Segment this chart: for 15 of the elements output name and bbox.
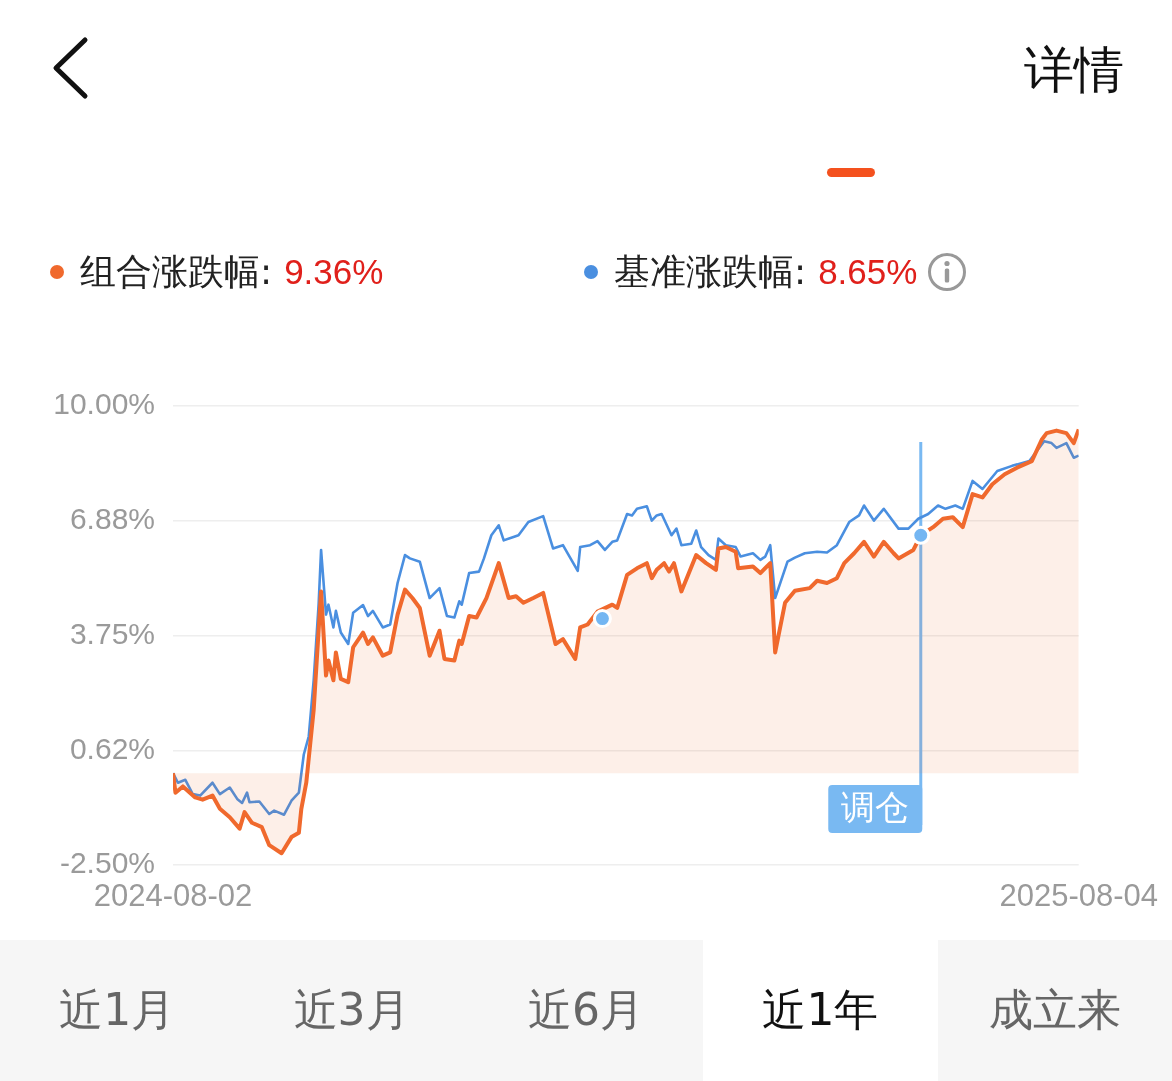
text: 9.36% [284, 251, 384, 293]
y-tick-label: 3.75% [69, 616, 155, 650]
x-tick-label: 2025-08-04 [999, 878, 1158, 914]
legend-label: 组合涨跌幅: [80, 250, 273, 294]
x-tick-label: 2024-08-02 [93, 878, 253, 914]
y-tick-label: 10.00% [53, 387, 155, 421]
legend-label: 基准涨跌幅: [614, 250, 807, 294]
y-tick-label: 6.88% [69, 502, 155, 536]
text: 详情 [1024, 40, 1124, 101]
y-tick-label: 0.62% [69, 731, 155, 765]
ref-line-label: 调仓 [841, 786, 910, 827]
selected-tab: 近1年 [703, 940, 938, 1081]
tab-bar: 近1月 近3月 近6月 近1年 成立来 [0, 940, 1172, 1081]
y-tick-label: -2.50% [59, 846, 155, 880]
text: 8.65% [818, 251, 918, 293]
